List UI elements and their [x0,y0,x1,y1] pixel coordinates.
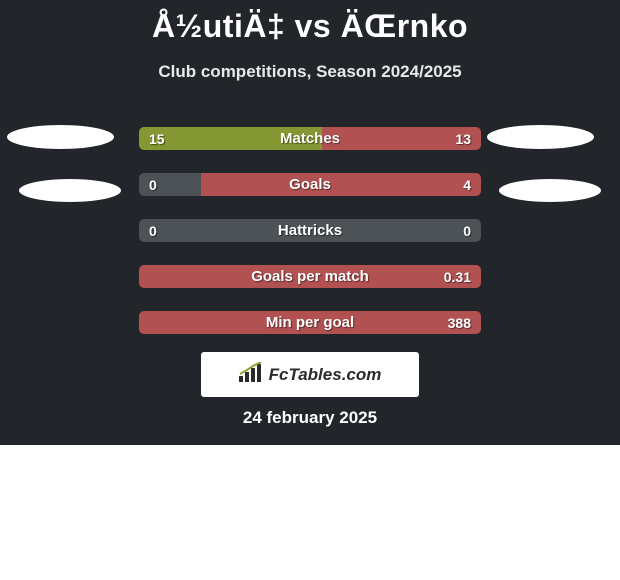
stat-fill-left [139,173,201,196]
page-subtitle: Club competitions, Season 2024/2025 [0,62,620,82]
stat-row: 0.31Goals per match [139,265,481,288]
page-title: Å½utiÄ‡ vs ÄŒrnko [0,8,620,45]
stat-row: 00Hattricks [139,219,481,242]
brand-text: FcTables.com [269,365,382,385]
date-line: 24 february 2025 [0,408,620,428]
stat-row: 04Goals [139,173,481,196]
stat-fill-right [201,173,481,196]
stats-panel: Å½utiÄ‡ vs ÄŒrnko Club competitions, Sea… [0,0,620,445]
player-photo-placeholder [487,125,594,149]
stat-row: 1513Matches [139,127,481,150]
stat-row: 388Min per goal [139,311,481,334]
player-photo-placeholder [19,179,121,202]
stat-fill-left [139,127,322,150]
brand-box[interactable]: FcTables.com [201,352,419,397]
stat-fill-left [139,219,481,242]
player-photo-placeholder [7,125,114,149]
player-photo-placeholder [499,179,601,202]
stat-fill-right [139,311,481,334]
brand-logo-icon [239,362,265,387]
stat-fill-right [139,265,481,288]
stat-fill-right [322,127,481,150]
